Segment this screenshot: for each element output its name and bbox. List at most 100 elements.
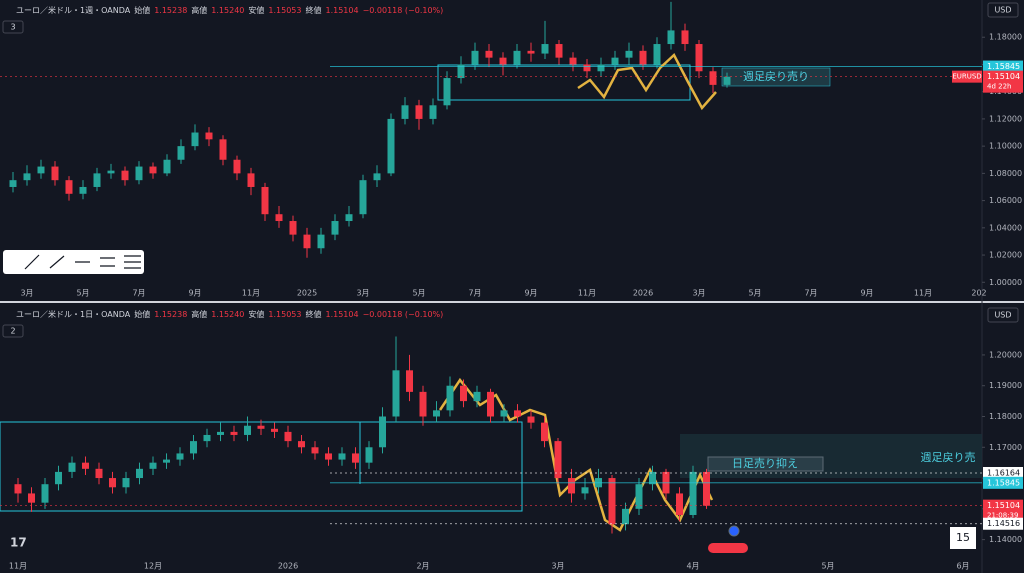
x-tick-label: 7月	[468, 289, 481, 298]
ohlc-value: 1.15238	[154, 309, 188, 319]
candle-body	[667, 30, 675, 45]
candle-body	[415, 105, 423, 119]
ohlc-name: 始値	[134, 309, 151, 319]
candle-body	[514, 410, 521, 417]
x-tick-label: 2026	[633, 289, 653, 298]
candle-body	[457, 64, 465, 79]
candle-body	[203, 434, 211, 442]
event-marker[interactable]	[728, 525, 740, 537]
candle-body	[352, 453, 359, 463]
currency-box[interactable]	[987, 2, 1019, 18]
y-tick-label: 1.20000	[989, 350, 1022, 359]
candle-body	[79, 186, 87, 194]
candle-body	[163, 459, 170, 463]
x-tick-label: 9月	[524, 289, 537, 298]
y-tick-label: 1.00000	[989, 278, 1022, 287]
candle-body	[9, 180, 17, 187]
candle-body	[379, 416, 386, 448]
ohlc-name: 安値	[248, 309, 265, 319]
candle-body	[653, 44, 661, 65]
currency: USD	[994, 311, 1011, 320]
x-tick-label: 9月	[860, 289, 873, 298]
x-tick-label: 2025	[297, 289, 317, 298]
candle-body	[487, 391, 494, 417]
event-marker[interactable]	[708, 543, 748, 553]
candle-body	[230, 431, 238, 435]
price-change: −0.00118 (−0.10%)	[362, 309, 444, 319]
candle-body	[149, 462, 157, 469]
candle-body	[401, 105, 409, 119]
ohlc-name: 安値	[248, 5, 265, 15]
chart-header: ユーロ／米ドル・1日・OANDA 始値 1.15238 高値 1.15240 安値 1.15…	[16, 307, 443, 321]
drawing-toolbar[interactable]	[3, 250, 144, 274]
x-tick-label: 11月	[914, 289, 932, 298]
candle-body	[82, 462, 89, 469]
candle-body	[583, 64, 591, 72]
candle-body	[622, 508, 629, 525]
candle-body	[331, 221, 339, 235]
x-tick-label: 6月	[956, 562, 969, 571]
candle-body	[581, 487, 589, 494]
candle-body	[681, 30, 689, 45]
x-tick-label: 11月	[578, 289, 596, 298]
candle-body	[51, 166, 59, 181]
candle-body	[392, 370, 400, 417]
x-tick-label: 5月	[76, 289, 89, 298]
candle-body	[37, 166, 45, 174]
candle-body	[338, 453, 346, 460]
x-tick-label: 9月	[188, 289, 201, 298]
candle-body	[109, 478, 116, 488]
annotation: 週足戻り売り	[743, 70, 809, 83]
pane-button[interactable]	[2, 324, 24, 338]
candle-body	[429, 105, 437, 119]
candle-body	[257, 425, 265, 429]
annotation-box	[707, 456, 824, 472]
currency-box[interactable]	[987, 307, 1019, 323]
candle-body	[219, 139, 227, 160]
candle-body	[597, 64, 605, 72]
range-box	[437, 64, 691, 101]
candle-body	[649, 471, 656, 485]
ohlc-value: 1.15238	[154, 5, 188, 15]
x-tick-label: 12月	[144, 562, 162, 571]
candle-body	[460, 385, 467, 402]
candle-body	[527, 50, 535, 54]
price-label-box	[983, 60, 1023, 73]
chart-title: ユーロ／米ドル・1日・OANDA	[16, 309, 131, 319]
price-label: 1.15104	[987, 501, 1020, 510]
ohlc-value: 1.15053	[268, 309, 302, 319]
y-tick-label: 1.02000	[989, 251, 1022, 260]
price-label: 1.15845	[987, 62, 1020, 71]
candle-body	[190, 441, 197, 454]
candle-body	[513, 50, 521, 65]
chart-title: ユーロ／米ドル・1週・OANDA	[16, 5, 131, 15]
candle-body	[625, 50, 633, 58]
candle-body	[149, 166, 157, 174]
candle-body	[303, 234, 311, 249]
candle-body	[247, 173, 255, 187]
x-tick-label: 3月	[692, 289, 705, 298]
badge-box	[950, 527, 976, 549]
candle-body	[635, 484, 643, 509]
candle-body	[28, 493, 35, 503]
price-label-box	[983, 467, 1023, 480]
y-tick-label: 1.14000	[989, 535, 1022, 544]
price-label-box	[983, 499, 1023, 522]
candle-body	[345, 214, 353, 222]
badge: 15	[956, 531, 970, 544]
zigzag-drawing	[577, 52, 717, 111]
candle-body	[284, 431, 292, 442]
pane-number: 2	[10, 327, 15, 336]
candle-body	[135, 166, 143, 181]
price-label: 1.15845	[987, 478, 1020, 487]
candle-body	[55, 471, 62, 485]
y-tick-label: 1.10000	[989, 142, 1022, 151]
candle-body	[191, 132, 199, 147]
candle-body	[107, 170, 115, 174]
candle-body	[359, 180, 367, 215]
x-tick-label: 7月	[132, 289, 145, 298]
pane-button[interactable]	[2, 20, 24, 34]
candle-body	[122, 478, 130, 488]
x-tick-label: 3月	[356, 289, 369, 298]
candle-body	[311, 447, 319, 454]
